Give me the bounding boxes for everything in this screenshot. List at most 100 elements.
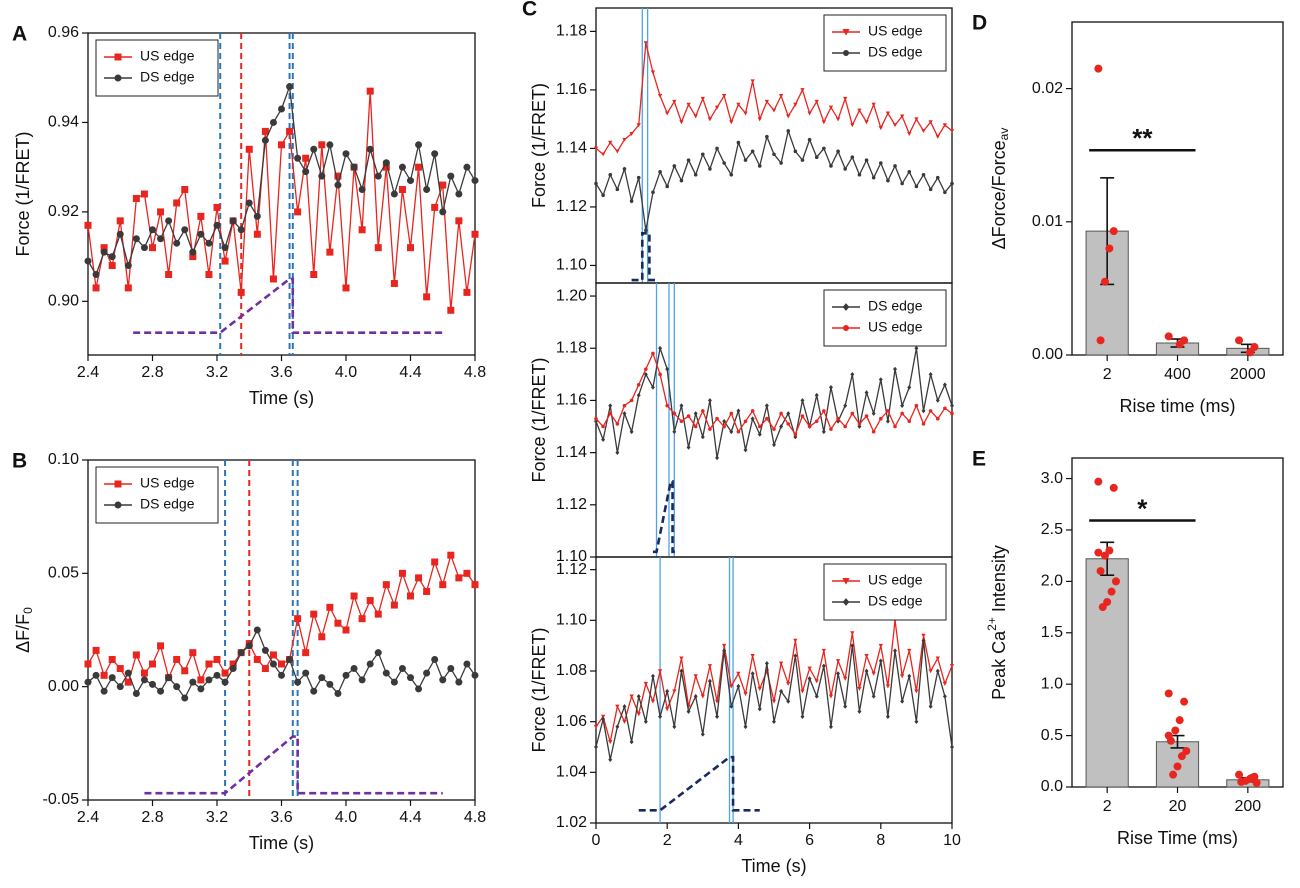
marker xyxy=(237,226,245,234)
x-axis-label: Rise Time (ms) xyxy=(1117,828,1238,848)
y-axis-label: Force (1/FRET) xyxy=(529,83,549,208)
marker xyxy=(857,172,862,177)
marker xyxy=(229,660,237,668)
marker xyxy=(772,442,776,448)
marker xyxy=(878,377,883,382)
y-axis-label: Peak Ca2+ Intensity xyxy=(985,545,1009,700)
marker xyxy=(950,181,954,186)
marker xyxy=(757,432,762,437)
marker xyxy=(132,689,140,697)
marker xyxy=(700,96,705,101)
x-tick-label: 4.4 xyxy=(399,364,421,381)
marker xyxy=(750,416,755,422)
marker xyxy=(764,403,769,408)
marker xyxy=(197,212,205,220)
marker xyxy=(743,158,748,162)
marker xyxy=(594,416,598,421)
marker xyxy=(900,114,905,119)
marker xyxy=(358,226,366,234)
marker xyxy=(836,671,841,676)
marker xyxy=(850,123,855,128)
y-axis-label-part: ΔForce/Force xyxy=(989,140,1009,249)
marker xyxy=(237,649,245,657)
marker xyxy=(907,419,912,424)
marker xyxy=(893,424,897,429)
marker xyxy=(221,244,229,252)
y-axis-label: Force (1/FRET) xyxy=(529,357,549,482)
marker xyxy=(261,665,269,673)
marker xyxy=(658,372,662,377)
legend-label: DS edge xyxy=(868,593,923,609)
marker xyxy=(615,724,620,730)
marker xyxy=(814,693,819,699)
marker xyxy=(601,437,606,442)
marker xyxy=(722,418,727,424)
marker xyxy=(757,706,762,712)
y-axis-label-part: 2+ xyxy=(985,617,999,631)
legend-label: DS edge xyxy=(868,298,923,314)
marker xyxy=(108,655,116,663)
marker xyxy=(644,228,648,233)
marker xyxy=(415,574,423,582)
marker xyxy=(722,93,727,98)
marker xyxy=(807,111,812,116)
legend-marker xyxy=(843,50,849,56)
marker xyxy=(318,633,326,641)
marker xyxy=(447,551,455,559)
marker xyxy=(807,666,812,671)
marker xyxy=(736,683,741,689)
legend-label: US edge xyxy=(140,48,195,64)
marker xyxy=(439,181,447,189)
marker xyxy=(907,385,912,390)
legend-box xyxy=(95,466,219,524)
marker xyxy=(779,411,783,416)
panel-label: A xyxy=(12,23,27,46)
marker xyxy=(736,429,741,434)
marker xyxy=(213,203,221,211)
data-point xyxy=(1107,587,1116,596)
marker xyxy=(707,398,712,403)
legend-marker xyxy=(114,501,122,509)
marker xyxy=(116,665,124,673)
marker xyxy=(471,671,479,679)
x-tick-label: 2.8 xyxy=(141,364,163,381)
marker xyxy=(342,626,350,634)
marker xyxy=(715,714,720,719)
marker xyxy=(439,208,447,216)
marker xyxy=(800,714,805,719)
x-tick-label: 4.4 xyxy=(399,809,421,826)
marker xyxy=(828,385,833,390)
marker xyxy=(707,678,712,684)
y-tick-label: 3.0 xyxy=(1041,470,1063,487)
marker xyxy=(398,186,406,194)
marker xyxy=(197,676,205,684)
marker xyxy=(650,673,655,679)
marker xyxy=(786,411,791,416)
marker xyxy=(278,105,285,113)
marker xyxy=(914,117,919,122)
marker xyxy=(778,661,784,666)
data-point xyxy=(1164,731,1173,740)
marker xyxy=(608,411,613,416)
marker xyxy=(893,164,897,168)
marker xyxy=(736,102,741,107)
data-point xyxy=(1096,567,1105,576)
marker xyxy=(261,127,269,135)
marker xyxy=(116,217,124,225)
marker xyxy=(821,120,826,125)
marker xyxy=(900,674,905,679)
marker xyxy=(100,671,108,679)
marker xyxy=(935,134,940,139)
marker xyxy=(221,257,229,265)
marker xyxy=(140,669,148,677)
marker xyxy=(350,163,358,171)
marker xyxy=(729,429,734,435)
x-tick-label: 4.8 xyxy=(464,809,486,826)
marker xyxy=(736,671,741,676)
marker xyxy=(807,424,812,429)
stimulus-profile xyxy=(631,231,657,282)
marker xyxy=(651,190,655,195)
marker xyxy=(743,724,748,730)
marker xyxy=(84,678,92,686)
marker xyxy=(643,41,648,46)
